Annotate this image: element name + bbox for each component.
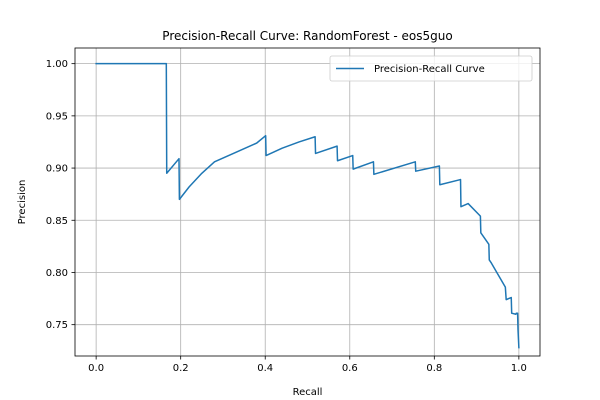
legend: Precision-Recall Curve [329,55,533,82]
x-tick-label: 0.0 [88,363,104,374]
grid-lines [75,48,540,356]
y-axis-label: Precision [17,180,28,225]
series-line-precision-recall [95,62,520,349]
y-tick-label: 0.75 [46,320,68,331]
x-tick-label: 0.4 [257,363,273,374]
axes-frame [74,47,541,357]
x-axis-label: Recall [293,387,323,398]
y-tick-label: 1.00 [46,59,68,70]
legend-label: Precision-Recall Curve [374,64,485,75]
chart-title: Precision-Recall Curve: RandomForest - e… [162,29,452,43]
x-tick-label: 1.0 [511,363,527,374]
y-tick-label: 0.80 [46,268,68,279]
y-tick-label: 0.90 [46,164,68,175]
y-tick-label: 0.95 [46,111,68,122]
legend-box [329,55,533,82]
x-tick-label: 0.6 [342,363,358,374]
plot-area [95,62,520,349]
x-tick-label: 0.2 [173,363,189,374]
x-tick-label: 0.8 [426,363,442,374]
y-tick-label: 0.85 [46,216,68,227]
axis-ticks: 0.0 0.2 0.4 0.6 0.8 1.0 0.75 0.80 0.85 0.90 0.95 1.… [46,59,527,374]
